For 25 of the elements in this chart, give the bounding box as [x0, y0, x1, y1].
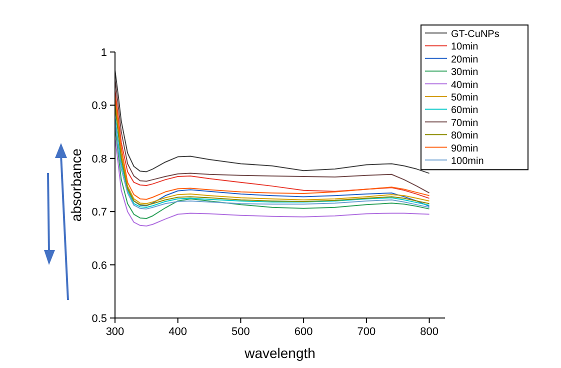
x-tick-label: 400: [168, 326, 188, 338]
x-tick-label: 300: [106, 326, 124, 338]
legend-label: 20min: [451, 54, 478, 66]
x-tick-label: 700: [357, 326, 376, 338]
legend-label: 10min: [451, 42, 478, 53]
legend-label: 80min: [451, 130, 478, 142]
x-tick-label: 500: [232, 326, 250, 338]
y-axis-title: absorbance: [68, 148, 84, 222]
y-tick-label: 0.9: [92, 100, 107, 112]
y-tick-label: 0.7: [92, 206, 107, 219]
legend-label: 70min: [451, 118, 478, 129]
legend-label: 60min: [451, 105, 478, 116]
legend-label: 30min: [451, 67, 478, 78]
legend-label: GT-CuNPs: [451, 29, 500, 40]
legend-label: 50min: [451, 92, 478, 104]
y-tick-label: 0.8: [92, 153, 107, 166]
legend-label: 100min: [451, 156, 484, 167]
y-tick-label: 1: [100, 47, 107, 59]
y-tick-label: 0.5: [92, 313, 107, 325]
x-tick-label: 800: [420, 326, 438, 338]
y-tick-label: 0.6: [92, 260, 107, 272]
x-tick-label: 600: [294, 326, 313, 338]
legend-label: 40min: [451, 80, 478, 91]
x-axis-title: wavelength: [244, 345, 316, 361]
legend-label: 90min: [451, 143, 478, 154]
